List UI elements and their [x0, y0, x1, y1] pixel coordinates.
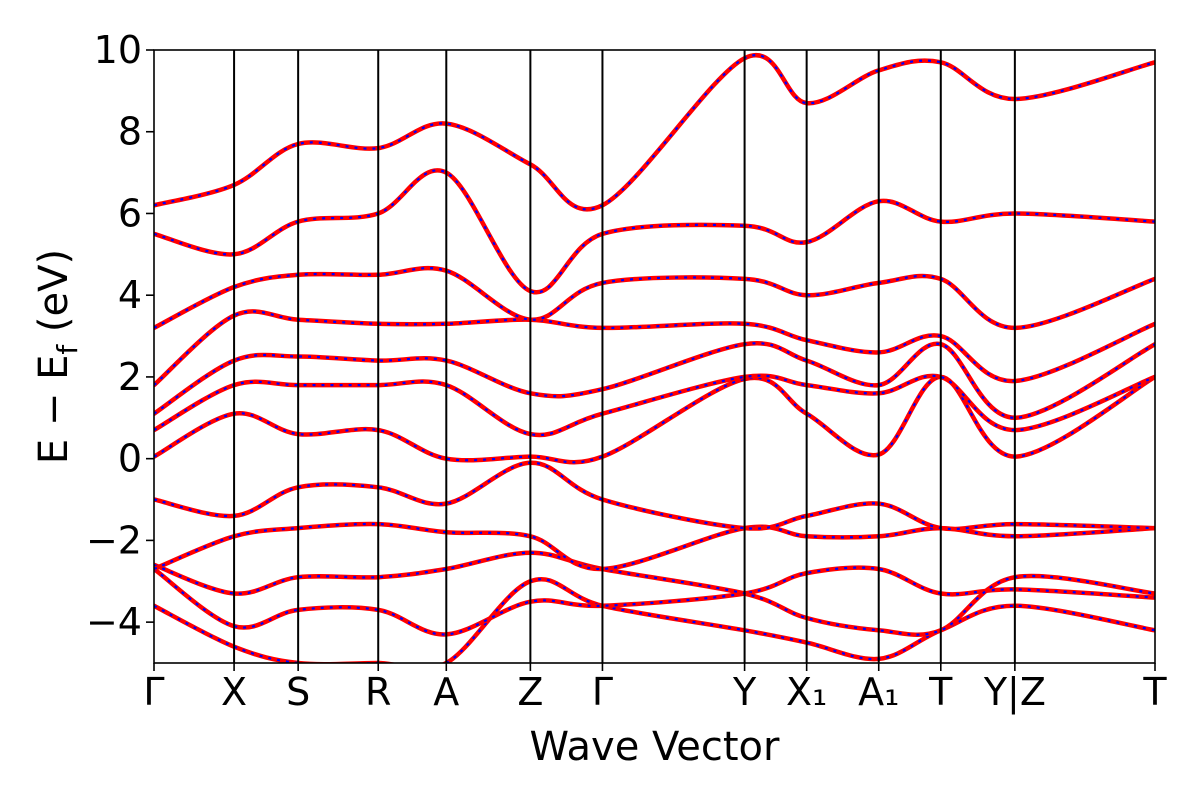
y-tick-label: −2	[86, 518, 142, 562]
x-tick-label: R	[365, 670, 391, 714]
x-tick-label: Z	[517, 670, 543, 714]
x-tick-label: Γ	[592, 670, 613, 714]
high-symmetry-lines	[233, 50, 1016, 663]
y-tick-label: −4	[86, 600, 142, 644]
band-line-dashed-2	[154, 566, 1155, 636]
x-tick-label: T	[928, 670, 953, 714]
plot-frame	[153, 49, 1156, 664]
band-line-dashed-11	[154, 169, 1155, 294]
x-axis: Γ X S R A Z Γ Y X₁ A₁ T Y|Z T	[143, 663, 1167, 715]
y-axis: −4 −2 0 2 4 6 8 10	[86, 28, 154, 644]
x-tick-label: A₁	[858, 670, 899, 714]
y-tick-label: 0	[118, 437, 142, 481]
band-line-dashed-4	[154, 522, 1155, 571]
band-line-dashed-6	[154, 375, 1155, 464]
x-tick-label: X	[221, 670, 247, 714]
band-line-dashed-5	[154, 461, 1155, 531]
band-line-solid-6	[154, 374, 1155, 465]
band-line-solid-12	[154, 53, 1155, 212]
band-line-dashed-10	[154, 267, 1155, 330]
band-line-dashed-7	[154, 374, 1155, 437]
x-axis-label: Wave Vector	[530, 724, 781, 770]
y-tick-label: 10	[94, 28, 142, 72]
x-tick-label: X₁	[786, 670, 827, 714]
y-axis-label: E − Ef (eV)	[31, 249, 84, 464]
y-tick-label: 8	[118, 110, 142, 154]
x-tick-label: Y	[732, 670, 757, 714]
x-tick-label: Γ	[143, 670, 164, 714]
band-line-dashed-12	[154, 54, 1155, 211]
band-line-dashed-1	[154, 578, 1155, 663]
x-tick-label: T	[1142, 670, 1167, 714]
x-tick-label: A	[433, 670, 459, 714]
band-line-dashed-3	[154, 551, 1155, 636]
plot-frame-rect	[153, 49, 1156, 664]
band-line-dashed-8	[154, 342, 1155, 419]
x-tick-label: Y|Z	[983, 670, 1046, 715]
y-tick-label: 2	[118, 355, 142, 399]
bands-layer	[154, 53, 1155, 663]
x-tick-label: S	[286, 670, 310, 714]
y-tick-label: 6	[118, 191, 142, 235]
band-line-solid-5	[154, 460, 1155, 532]
y-tick-label: 4	[118, 273, 142, 317]
band-line-solid-1	[154, 577, 1155, 663]
band-line-solid-4	[154, 521, 1155, 572]
band-line-solid-3	[154, 550, 1155, 637]
